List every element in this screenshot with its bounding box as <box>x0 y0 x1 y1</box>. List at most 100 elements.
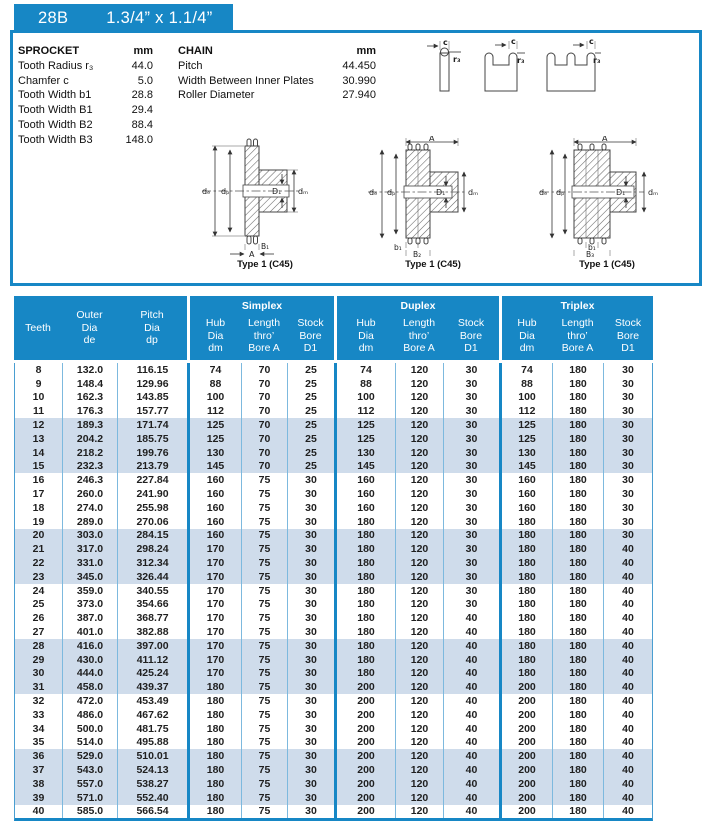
group-divider <box>187 652 190 667</box>
cell: 9 <box>35 377 42 390</box>
spec-row: Roller Diameter 27.940 <box>178 88 376 103</box>
cell: 130 <box>206 446 225 459</box>
table-row: 26 387.0 368.77 170 75 30 180 120 40 180 180 40 <box>15 611 652 626</box>
dm-label: dₘ <box>298 187 308 196</box>
cell: 170 <box>206 598 225 611</box>
cell: 75 <box>241 790 287 805</box>
table-row: 13 204.2 185.75 125 70 25 125 120 30 125 180 30 <box>15 431 652 446</box>
spec-row: Tooth Width b1 28.8 <box>18 88 153 103</box>
cell: 12 <box>32 419 45 432</box>
cell: 120 <box>395 459 443 474</box>
cell: 200 <box>518 764 536 776</box>
group-divider <box>187 583 190 598</box>
cell: 326.44 <box>117 569 187 584</box>
group-divider <box>499 445 502 460</box>
cell: 180 <box>206 777 225 790</box>
group-divider <box>187 707 190 722</box>
dp-label: dₚ <box>221 187 230 196</box>
cell: 180 <box>552 431 603 446</box>
de-label: dₑ <box>202 187 210 196</box>
spec-label: Roller Diameter <box>178 89 255 102</box>
group-title: Duplex <box>400 300 436 312</box>
table-row: 32 472.0 453.49 180 75 30 200 120 40 200 180 40 <box>15 694 652 708</box>
cell: 180 <box>518 557 536 570</box>
cell: 30 <box>603 445 652 460</box>
cell: 200 <box>518 681 536 694</box>
cell: 180 <box>357 543 375 556</box>
group-divider <box>334 776 337 791</box>
cell: 145 <box>206 460 225 473</box>
cell: 180 <box>518 667 536 680</box>
cell: 40 <box>603 611 652 626</box>
cell: 75 <box>241 611 287 626</box>
cell: 40 <box>603 721 652 736</box>
group-divider <box>499 694 502 708</box>
cell: 200 <box>518 722 536 735</box>
cell: 40 <box>603 694 652 708</box>
cell: 145 <box>357 460 375 473</box>
cell: 30 <box>287 528 334 543</box>
cell: 180 <box>518 543 536 556</box>
cell: 120 <box>395 583 443 598</box>
cell: 37 <box>32 764 45 776</box>
cell: 439.37 <box>117 680 187 695</box>
group-divider <box>499 597 502 612</box>
cell: 160 <box>518 474 536 487</box>
cell: 566.54 <box>117 804 187 819</box>
cell: 200 <box>518 750 536 763</box>
cell: 75 <box>241 514 287 529</box>
cell: 40 <box>603 804 652 819</box>
cell: 160 <box>518 501 536 514</box>
cell: 180 <box>518 639 536 652</box>
cell: 160 <box>357 501 375 514</box>
cell: 160 <box>206 474 225 487</box>
cell: 27 <box>32 626 45 639</box>
group-divider <box>187 376 190 391</box>
cell: 30 <box>287 625 334 639</box>
cell: 180 <box>552 776 603 791</box>
cell: 40 <box>443 790 499 805</box>
cell: 40 <box>603 638 652 653</box>
cell: 125 <box>357 419 375 432</box>
cell: 40 <box>603 542 652 557</box>
cell: 75 <box>241 500 287 515</box>
group-divider <box>499 500 502 515</box>
cell: 180 <box>357 667 375 680</box>
table-row: 18 274.0 255.98 160 75 30 160 120 30 160 180 30 <box>15 500 652 515</box>
table-row: 23 345.0 326.44 170 75 30 180 120 30 180 180 40 <box>15 569 652 584</box>
cell: 30 <box>603 404 652 419</box>
group-divider <box>334 376 337 391</box>
diagram-caption: Type 1 (C45) <box>579 259 635 270</box>
cell: 30 <box>287 763 334 777</box>
cell: 30 <box>287 735 334 750</box>
group-divider <box>187 735 190 750</box>
chain-spec-list: CHAIN mm Pitch 44.450 Width Between Inner… <box>178 44 376 103</box>
spec-label: Tooth Width b1 <box>18 89 92 102</box>
cell: 180 <box>518 626 536 639</box>
cell: 25 <box>32 598 45 611</box>
cell: 180 <box>552 652 603 667</box>
group-divider <box>499 528 502 543</box>
cell: 120 <box>395 597 443 612</box>
cell: 11 <box>32 405 45 418</box>
col-header-length-thro-bore: Length thro’ Bore A <box>561 316 594 355</box>
cell: 200 <box>357 708 375 721</box>
cell: 120 <box>395 487 443 501</box>
cell: 331.0 <box>62 556 117 570</box>
cell: 70 <box>241 418 287 432</box>
cell: 160 <box>206 529 225 542</box>
sprocket-unit: mm <box>133 45 153 57</box>
cell: 125 <box>357 432 375 445</box>
cell: 180 <box>552 542 603 557</box>
spec-label: Pitch <box>178 59 203 72</box>
cell: 189.3 <box>62 418 117 432</box>
cell: 160 <box>357 488 375 501</box>
cell: 40 <box>603 556 652 570</box>
cell: 180 <box>552 445 603 460</box>
cell: 30 <box>287 652 334 667</box>
cell: 120 <box>395 763 443 777</box>
cell: 200 <box>357 805 375 818</box>
cell: 180 <box>552 569 603 584</box>
cell: 170 <box>206 570 225 583</box>
cell: 70 <box>241 431 287 446</box>
